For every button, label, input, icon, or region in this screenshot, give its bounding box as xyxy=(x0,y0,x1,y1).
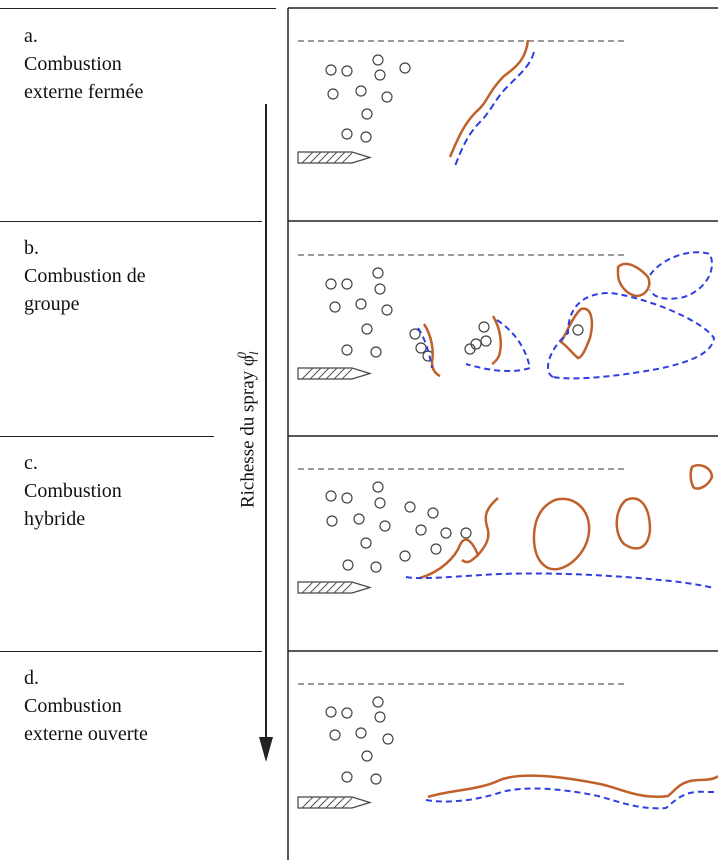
row-c-line2: hybride xyxy=(24,508,86,530)
panel-b xyxy=(297,251,716,380)
row-b-line2: groupe xyxy=(24,293,80,315)
row-c-label: c. Combustion hybride xyxy=(24,449,122,533)
row-d-letter: d. xyxy=(24,667,39,689)
panel-d xyxy=(297,683,718,810)
flame-front-d xyxy=(427,774,718,799)
injector-icon xyxy=(297,581,373,594)
row-c-line1: Combustion xyxy=(24,480,122,502)
panel-a xyxy=(297,39,628,167)
row-b-label: b. Combustion de groupe xyxy=(24,234,146,318)
row-b-line1: Combustion de xyxy=(24,265,146,287)
flame-front-b3 xyxy=(559,307,594,360)
flame-front-c1 xyxy=(419,497,499,580)
droplets-c xyxy=(325,481,472,573)
row-c-letter: c. xyxy=(24,452,38,474)
row-a-line2: externe fermée xyxy=(24,81,144,103)
down-arrow-icon xyxy=(259,104,273,762)
row-divider-ab xyxy=(0,221,262,222)
flame-front-c2 xyxy=(461,554,479,564)
row-d-line1: Combustion xyxy=(24,695,122,717)
dashed-front-c xyxy=(405,572,715,589)
dashed-front-b2 xyxy=(465,319,532,372)
row-d-line2: externe ouverte xyxy=(24,723,148,745)
dashed-front-b4 xyxy=(649,251,713,300)
droplets-a xyxy=(325,54,411,143)
dashed-front-a xyxy=(454,51,535,167)
flame-front-b4 xyxy=(616,262,651,298)
flame-front-c3 xyxy=(532,497,591,571)
panel-c xyxy=(297,463,715,594)
droplets-b xyxy=(325,267,584,362)
droplets-d xyxy=(325,696,394,785)
row-divider-bc xyxy=(0,436,214,437)
flame-front-b2 xyxy=(491,315,502,366)
row-divider-top xyxy=(0,8,276,9)
injector-icon xyxy=(297,796,373,809)
row-a-letter: a. xyxy=(24,25,38,47)
flame-front-c4 xyxy=(615,497,652,550)
dashed-front-b1 xyxy=(417,327,433,369)
row-b-letter: b. xyxy=(24,237,39,259)
flame-front-b1 xyxy=(422,323,441,378)
injector-icon xyxy=(297,367,373,380)
row-a-label: a. Combustion externe fermée xyxy=(24,22,143,106)
dashed-front-b3 xyxy=(547,291,716,380)
row-a-line1: Combustion xyxy=(24,53,122,75)
flame-front-a xyxy=(448,39,530,158)
row-divider-cd xyxy=(0,651,262,652)
injector-icon xyxy=(297,151,373,164)
row-d-label: d. Combustion externe ouverte xyxy=(24,664,148,748)
panel-frame xyxy=(287,7,718,860)
flame-front-c5 xyxy=(689,463,714,490)
